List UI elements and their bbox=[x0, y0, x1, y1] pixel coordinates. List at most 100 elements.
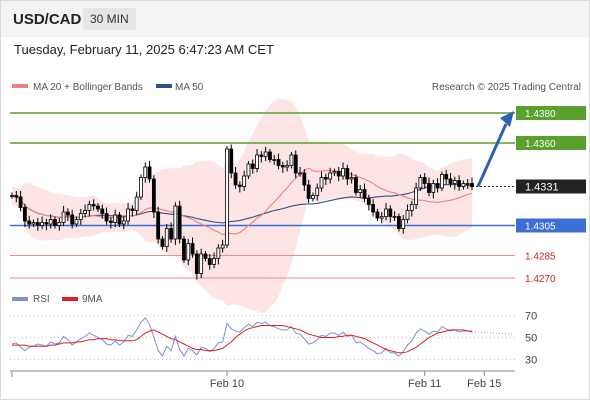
candle-body bbox=[113, 214, 118, 223]
candle-body bbox=[457, 180, 462, 187]
candle-body bbox=[100, 208, 105, 214]
candle-body bbox=[444, 174, 449, 180]
candle-body bbox=[405, 210, 410, 220]
candle-body bbox=[465, 183, 470, 185]
candle-body bbox=[332, 171, 337, 174]
timeframe-button[interactable]: 30 MIN bbox=[83, 8, 136, 30]
candle-body bbox=[315, 187, 320, 196]
candle-body bbox=[70, 214, 75, 225]
candle-body bbox=[246, 163, 251, 177]
candle-body bbox=[160, 238, 165, 247]
level-label-1: 1.4360 bbox=[525, 139, 556, 150]
candle-body bbox=[293, 154, 298, 174]
current-price-label: 1.4331 bbox=[525, 182, 559, 194]
candle-body bbox=[225, 148, 229, 246]
x-tick-label-2: Feb 15 bbox=[467, 378, 501, 390]
candle-body bbox=[147, 166, 152, 180]
candle-body bbox=[409, 204, 414, 211]
rsi-line bbox=[11, 317, 473, 357]
candle-body bbox=[164, 228, 169, 247]
candle-body bbox=[199, 253, 204, 274]
candle-body bbox=[10, 195, 14, 197]
copyright-text: Research © 2025 Trading Central bbox=[432, 82, 581, 93]
candle-body bbox=[212, 258, 216, 265]
candle-body bbox=[276, 159, 281, 166]
candle-body bbox=[237, 184, 242, 187]
candle-body bbox=[422, 177, 427, 184]
candle-body bbox=[18, 196, 23, 208]
candle-body bbox=[431, 183, 436, 193]
candle-body bbox=[384, 208, 388, 217]
level-tag-0 bbox=[516, 106, 586, 120]
rsi-tick-label-2: 30 bbox=[525, 354, 537, 366]
candle-body bbox=[139, 177, 143, 198]
candle-body bbox=[255, 154, 259, 169]
candle-body bbox=[91, 204, 96, 207]
candle-body bbox=[418, 177, 423, 189]
candle-body bbox=[44, 222, 49, 225]
rsi-tick-label-0: 70 bbox=[525, 311, 537, 323]
header-bar: USD/CAD 30 MIN bbox=[1, 1, 589, 37]
candle-body bbox=[173, 205, 178, 240]
candle-body bbox=[336, 171, 341, 177]
candle-body bbox=[259, 154, 264, 157]
candle-body bbox=[117, 214, 122, 225]
candle-body bbox=[358, 189, 363, 193]
candle-body bbox=[397, 216, 401, 229]
candle-body bbox=[134, 196, 139, 211]
candle-body bbox=[392, 216, 397, 218]
candle-body bbox=[379, 216, 384, 219]
candle-body bbox=[87, 204, 92, 211]
candle-body bbox=[74, 219, 79, 225]
legend-9ma-label: 9MA bbox=[82, 294, 103, 305]
candle-body bbox=[48, 219, 53, 225]
candle-body bbox=[22, 207, 27, 222]
candle-body bbox=[40, 222, 44, 226]
candle-body bbox=[306, 184, 311, 199]
candle-body bbox=[151, 178, 156, 213]
candle-body bbox=[414, 187, 419, 205]
candle-body bbox=[268, 151, 272, 160]
rsi-tick-label-1: 50 bbox=[525, 333, 537, 345]
rsi-ma-line bbox=[12, 325, 472, 354]
candle-body bbox=[78, 213, 83, 220]
price-chart: 1.4380 1.4360 1.4305 1.4285 1.4270 1.4331 bbox=[10, 98, 586, 313]
candle-body bbox=[14, 195, 19, 198]
candle-body bbox=[435, 183, 440, 189]
candle-body bbox=[401, 219, 406, 229]
level-label-4: 1.4270 bbox=[525, 274, 556, 285]
current-price-tag bbox=[516, 179, 586, 194]
candle-body bbox=[229, 148, 234, 174]
candle-body bbox=[104, 213, 109, 222]
candle-body bbox=[362, 189, 367, 199]
candle-body bbox=[169, 228, 173, 240]
candle-body bbox=[216, 247, 221, 259]
legend-ma50-label: MA 50 bbox=[175, 82, 204, 93]
rsi-extension bbox=[471, 331, 513, 335]
legend-rsi-label: RSI bbox=[33, 294, 50, 305]
candle-body bbox=[470, 183, 474, 187]
candle-body bbox=[375, 211, 380, 219]
candle-body bbox=[143, 166, 148, 178]
candle-body bbox=[83, 210, 87, 214]
x-tick-label-0: Feb 10 bbox=[210, 378, 244, 390]
candle-body bbox=[194, 253, 199, 274]
candle-body bbox=[35, 222, 40, 226]
candle-body bbox=[371, 204, 376, 213]
candle-body bbox=[177, 205, 182, 240]
candle-body bbox=[203, 253, 208, 259]
level-tag-1 bbox=[516, 136, 586, 150]
legend-ma50-swatch bbox=[156, 84, 172, 88]
x-tick-label-1: Feb 11 bbox=[408, 378, 441, 390]
candle-body bbox=[65, 211, 70, 216]
candle-body bbox=[311, 195, 315, 199]
candle-body bbox=[285, 165, 290, 168]
candle-body bbox=[323, 177, 328, 180]
candle-body bbox=[289, 154, 294, 166]
legend-ma20-label: MA 20 + Bollinger Bands bbox=[33, 82, 143, 93]
rsi-chart: 70 50 30 bbox=[10, 311, 537, 366]
candle-body bbox=[366, 198, 371, 205]
legend-ma20-swatch bbox=[12, 84, 28, 88]
candle-body bbox=[61, 211, 66, 223]
candle-body bbox=[452, 180, 457, 184]
